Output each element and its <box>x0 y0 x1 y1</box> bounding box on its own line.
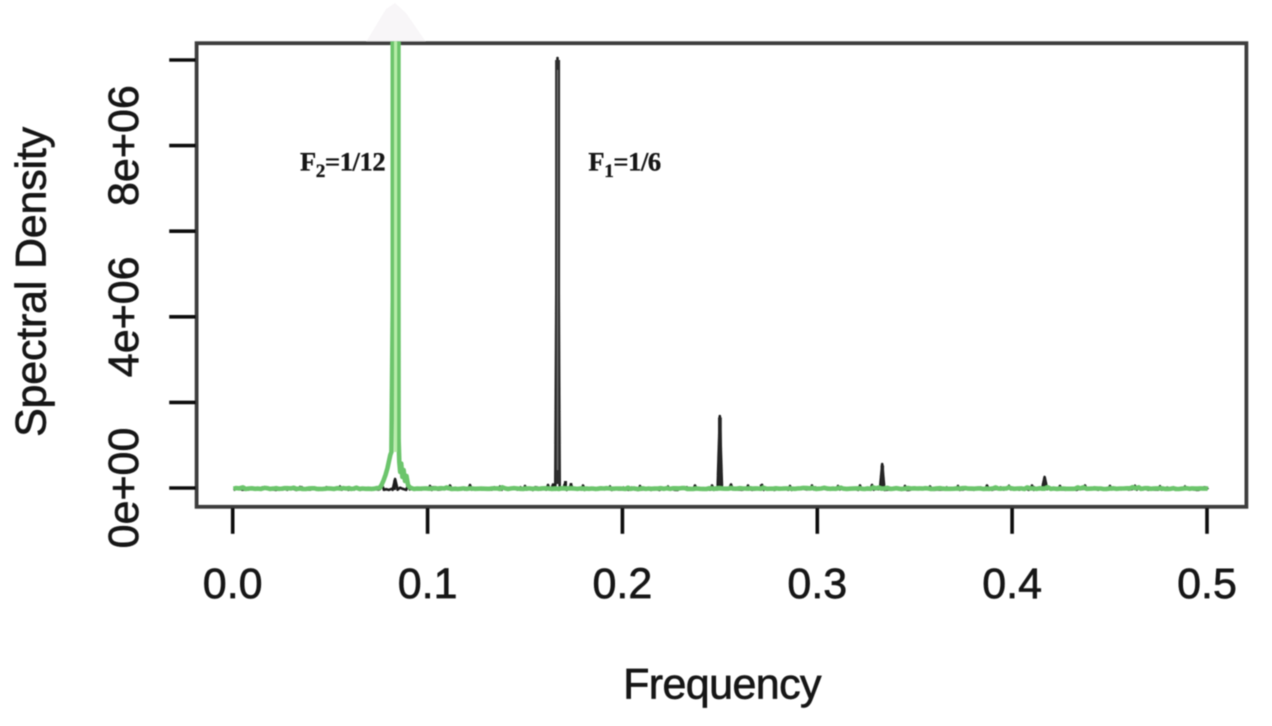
svg-text:0.5: 0.5 <box>1177 560 1237 608</box>
svg-text:4e+06: 4e+06 <box>100 256 148 377</box>
svg-text:8e+06: 8e+06 <box>100 85 148 206</box>
svg-text:F2=1/12: F2=1/12 <box>300 147 385 183</box>
svg-text:F1=1/6: F1=1/6 <box>588 147 661 183</box>
svg-text:0.3: 0.3 <box>787 560 847 608</box>
svg-text:0.1: 0.1 <box>398 560 458 608</box>
svg-text:0.2: 0.2 <box>593 560 653 608</box>
svg-text:0.4: 0.4 <box>982 560 1042 608</box>
svg-text:0.0: 0.0 <box>203 560 263 608</box>
svg-text:0e+00: 0e+00 <box>100 428 148 549</box>
svg-text:Frequency: Frequency <box>623 661 822 709</box>
svg-text:Spectral Density: Spectral Density <box>8 126 56 437</box>
